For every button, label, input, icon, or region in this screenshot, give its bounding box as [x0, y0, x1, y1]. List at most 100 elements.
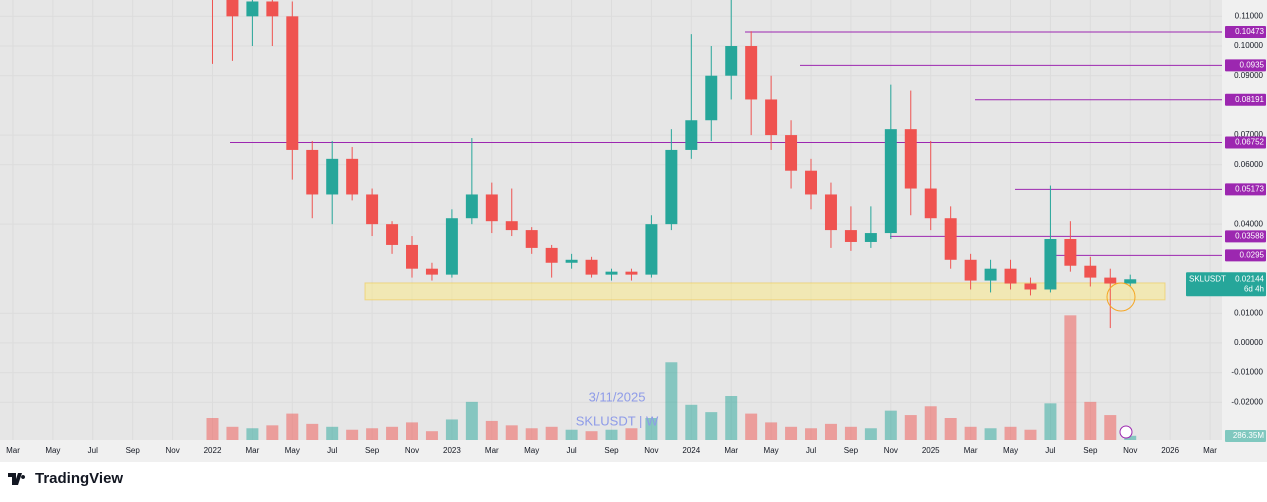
volume-bar	[824, 423, 837, 440]
candle-body	[445, 218, 458, 275]
candle-body	[1124, 279, 1137, 284]
candle-body	[386, 224, 399, 245]
volume-bar	[465, 401, 478, 440]
level-label: 0.10473	[1235, 27, 1264, 36]
volume-bar	[984, 428, 997, 440]
candle-body	[266, 1, 279, 17]
volume-bar	[406, 422, 418, 440]
volume-bar	[725, 396, 738, 440]
y-tick-label: 0.10000	[1234, 41, 1263, 50]
candle-body	[725, 46, 738, 76]
volume-bar	[266, 425, 279, 440]
event-icon[interactable]	[1119, 425, 1133, 439]
y-tick-label: 0.00000	[1234, 338, 1263, 347]
candle-body	[984, 268, 997, 281]
candle-body	[765, 99, 778, 136]
symbol-label: SKLUSDT	[1189, 274, 1226, 283]
candle-body	[824, 194, 837, 231]
candle-body	[525, 230, 538, 248]
chart: 3/11/2025 SKLUSDT | W Mar May Jul Sep Nov 202…	[0, 0, 1267, 462]
volume-bar	[1004, 426, 1017, 440]
volume-bar	[665, 362, 678, 440]
candle-body	[605, 271, 618, 275]
level-label-box	[1225, 25, 1266, 38]
x-tick-label: Nov	[405, 446, 419, 455]
volume-bar	[525, 428, 538, 440]
x-tick-label: Nov	[1123, 446, 1137, 455]
level-label-box	[1225, 183, 1266, 196]
candle-body	[844, 230, 857, 242]
x-tick-label: 2022	[204, 446, 222, 455]
y-tick-label: -0.02000	[1231, 397, 1263, 406]
volume-bar	[386, 426, 399, 440]
brand-logo	[8, 472, 26, 485]
watermark-date: 3/11/2025	[589, 389, 646, 404]
volume-bar	[944, 418, 957, 440]
candle-body	[485, 194, 498, 222]
level-label-box	[1225, 136, 1266, 149]
candle-body	[904, 129, 917, 189]
candle-body	[1044, 239, 1057, 290]
candle-body	[805, 170, 818, 195]
candle-body	[864, 233, 877, 242]
x-tick-label: May	[1003, 446, 1018, 455]
candle-body	[705, 75, 718, 121]
x-tick-label: Mar	[485, 446, 499, 455]
x-tick-label: Mar	[6, 446, 20, 455]
y-tick-label: 0.04000	[1234, 219, 1263, 228]
candle-body	[944, 218, 957, 260]
x-tick-label: Mar	[1203, 446, 1217, 455]
level-label: 0.03588	[1235, 231, 1264, 240]
volume-bar	[1064, 315, 1077, 440]
countdown: 6d 4h	[1244, 284, 1264, 293]
volume-bar	[705, 412, 718, 440]
watermark-symbol: SKLUSDT | W	[576, 413, 659, 428]
x-tick-label: Nov	[644, 446, 658, 455]
level-label: 0.0295	[1240, 250, 1265, 259]
level-label-box	[1225, 230, 1266, 243]
x-tick-label: May	[285, 446, 300, 455]
candle-body	[565, 259, 578, 263]
candles	[211, 0, 1137, 329]
volume-bar	[1104, 415, 1117, 440]
candle-body	[1084, 265, 1097, 278]
axes: Mar May Jul Sep Nov 2022 Mar May Jul Sep Nov 2023 Ma…	[6, 11, 1266, 455]
candle-body	[326, 158, 339, 195]
support-zone	[364, 282, 1166, 301]
volume-bar	[545, 426, 558, 440]
level-label: 0.06752	[1235, 138, 1264, 147]
volume-bars	[206, 315, 1137, 440]
candle-body	[1104, 277, 1117, 284]
volume-bar	[326, 426, 339, 440]
volume-label: 286.35M	[1233, 431, 1264, 440]
x-tick-label: May	[764, 446, 779, 455]
candle-body	[366, 194, 379, 225]
candle-body	[286, 16, 299, 150]
volume-bar	[904, 415, 917, 440]
candle-body	[226, 0, 239, 17]
volume-bar	[1124, 435, 1137, 440]
x-tick-label: 2024	[682, 446, 700, 455]
candle-body	[346, 158, 359, 195]
last-price-box	[1186, 272, 1266, 297]
x-tick-label: Sep	[604, 446, 619, 455]
level-label: 0.08191	[1235, 95, 1264, 104]
x-tick-label: Nov	[884, 446, 898, 455]
candle-body	[425, 268, 438, 275]
time-axis-background	[0, 440, 1222, 462]
volume-bar	[924, 406, 937, 440]
candle-body	[665, 149, 678, 225]
level-label-box	[1225, 59, 1266, 72]
y-tick-label: 0.09000	[1234, 71, 1263, 80]
volume-bar	[246, 428, 259, 440]
volume-bar	[785, 426, 798, 440]
x-tick-label: 2026	[1161, 446, 1179, 455]
highlight-circle	[1106, 282, 1136, 312]
x-tick-label: Jul	[88, 446, 98, 455]
level-lines	[230, 31, 1222, 256]
candle-body	[1004, 268, 1017, 284]
last-price-label: 0.02144	[1235, 274, 1264, 283]
candle-body	[306, 149, 319, 195]
candle-body	[465, 194, 478, 219]
